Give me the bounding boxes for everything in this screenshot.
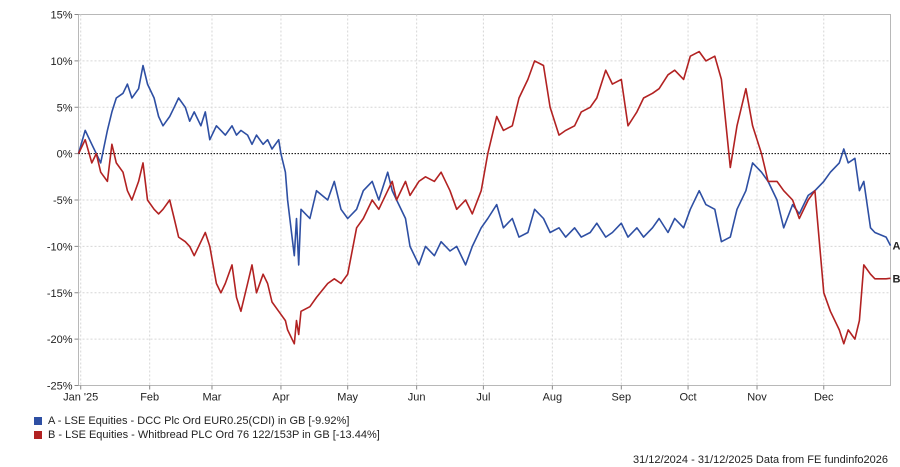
- y-tick-label: 0%: [57, 149, 73, 161]
- y-axis-ticks: 15% 10% 5% 0% -5% -10% -15% -20% -25%: [47, 10, 79, 393]
- x-tick-label: Feb: [140, 392, 159, 404]
- y-tick-label: -15%: [47, 288, 73, 300]
- y-tick-label: 15%: [50, 10, 72, 22]
- series-lines: [77, 50, 892, 345]
- legend-item-a: A - LSE Equities - DCC Plc Ord EUR0.25(C…: [34, 414, 380, 428]
- x-tick-label: Jan '25: [63, 392, 98, 404]
- x-tick-label: Oct: [679, 392, 696, 404]
- y-tick-label: -10%: [47, 241, 73, 253]
- end-label-a: A: [893, 241, 900, 253]
- series-line-a: [77, 64, 892, 266]
- end-label-b: B: [893, 273, 900, 285]
- x-axis-ticks: Jan '25 Feb Mar Apr May Jun Jul Aug Sep Oct Nov Dec: [63, 385, 834, 404]
- x-tick-label: Aug: [543, 392, 563, 404]
- x-tick-label: Sep: [612, 392, 632, 404]
- y-tick-label: 10%: [50, 56, 72, 68]
- x-tick-label: Nov: [747, 392, 767, 404]
- series-line-b: [77, 50, 891, 345]
- legend-swatch-a: [34, 417, 42, 425]
- y-tick-label: -25%: [47, 381, 73, 393]
- y-tick-label: -20%: [47, 334, 73, 346]
- legend-item-b: B - LSE Equities - Whitbread PLC Ord 76 …: [34, 428, 380, 442]
- footer-source: 31/12/2024 - 31/12/2025 Data from FE fun…: [632, 454, 888, 466]
- x-tick-label: Dec: [814, 392, 834, 404]
- gridlines: [78, 14, 891, 386]
- x-tick-label: Mar: [203, 392, 222, 404]
- x-tick-label: Apr: [272, 392, 289, 404]
- series-end-labels: AB: [893, 241, 900, 286]
- legend-swatch-b: [34, 431, 42, 439]
- x-tick-label: Jul: [476, 392, 490, 404]
- legend: A - LSE Equities - DCC Plc Ord EUR0.25(C…: [34, 414, 380, 442]
- y-tick-label: 5%: [57, 102, 73, 114]
- y-tick-label: -5%: [53, 195, 73, 207]
- x-tick-label: Jun: [408, 392, 426, 404]
- legend-label-a: A - LSE Equities - DCC Plc Ord EUR0.25(C…: [48, 415, 350, 427]
- legend-label-b: B - LSE Equities - Whitbread PLC Ord 76 …: [48, 429, 380, 441]
- x-tick-label: May: [337, 392, 358, 404]
